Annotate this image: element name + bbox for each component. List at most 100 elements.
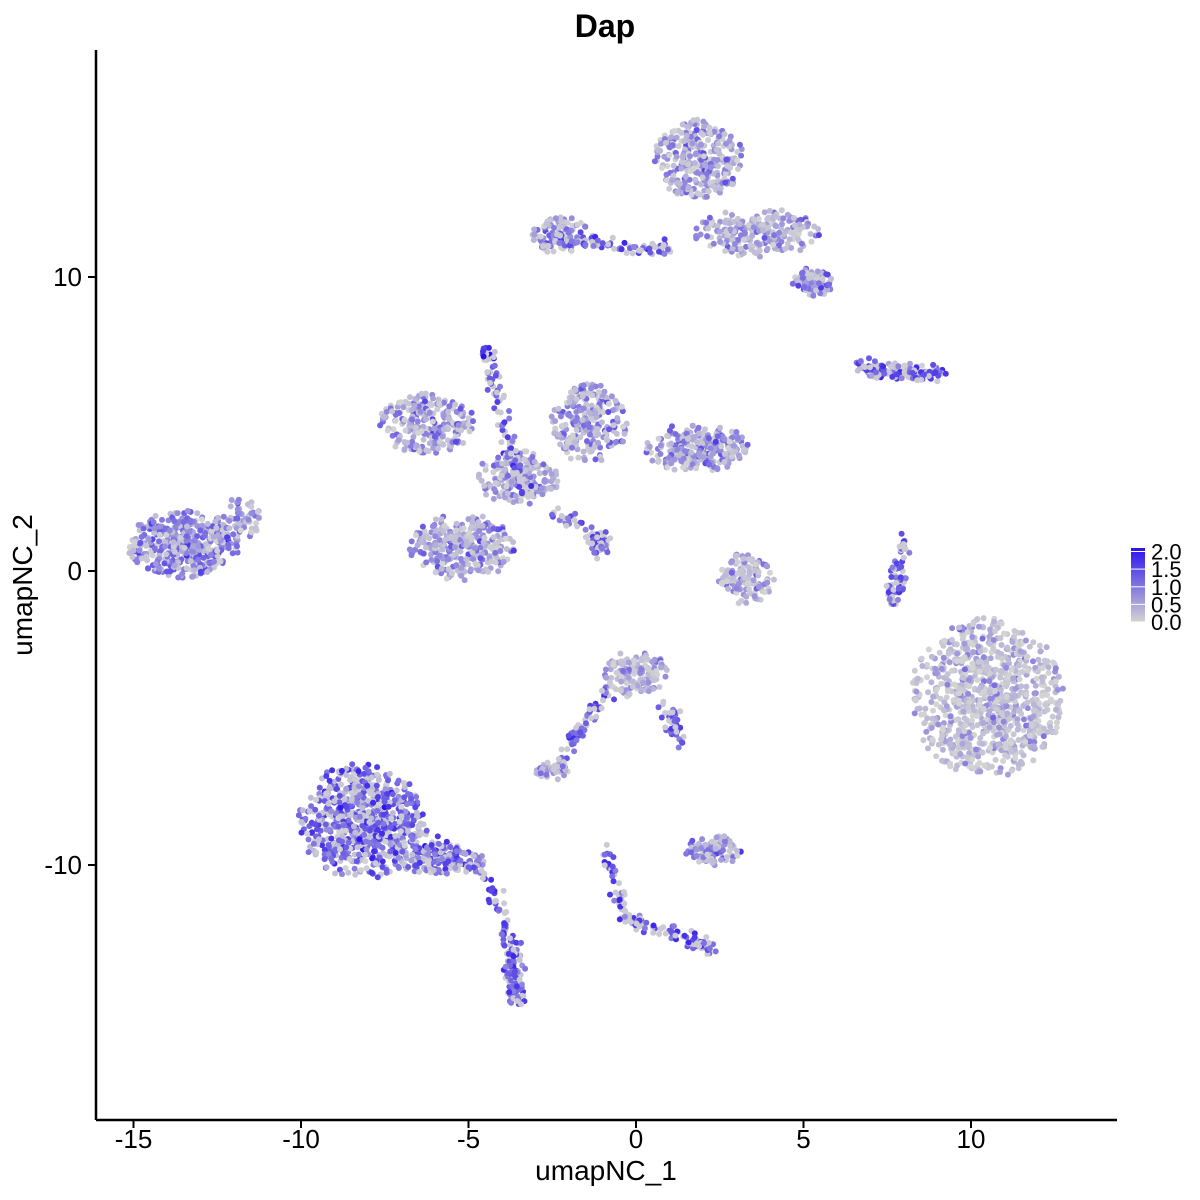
data-point [319, 842, 325, 849]
data-point [518, 981, 525, 988]
data-point [960, 708, 967, 715]
data-point [356, 792, 363, 799]
cluster-c8 [715, 551, 777, 607]
data-point [1001, 630, 1007, 637]
data-point [374, 764, 381, 771]
data-point [976, 668, 983, 675]
data-point [649, 658, 656, 665]
data-point [386, 853, 393, 860]
data-point [621, 430, 628, 437]
data-point [975, 659, 982, 665]
data-point [790, 231, 797, 237]
data-point [516, 957, 523, 964]
cluster-c3 [377, 390, 476, 456]
data-point [188, 548, 195, 555]
data-point [214, 547, 221, 554]
data-point [695, 424, 702, 431]
data-point [719, 566, 726, 573]
data-point [580, 405, 587, 412]
data-point [991, 688, 998, 695]
data-point [1026, 643, 1033, 650]
data-point [654, 153, 661, 160]
data-point [379, 844, 386, 851]
data-point [1010, 633, 1017, 640]
data-point [226, 517, 233, 524]
data-point [415, 403, 422, 410]
data-point [423, 844, 430, 851]
data-point [572, 510, 579, 517]
data-point [953, 658, 960, 665]
data-point [933, 701, 940, 708]
data-point [354, 799, 361, 806]
data-point [728, 559, 735, 566]
data-point [1008, 767, 1015, 774]
data-point [455, 422, 462, 429]
data-point [721, 435, 728, 442]
data-point [772, 222, 779, 229]
data-point [402, 808, 409, 815]
data-point [626, 691, 633, 697]
data-point [600, 409, 607, 416]
data-point [704, 851, 711, 858]
data-point [420, 436, 427, 443]
scatter-points-layer [126, 116, 1066, 1006]
data-point [974, 677, 981, 683]
data-point [958, 657, 965, 664]
data-point [458, 572, 465, 579]
data-point [699, 836, 706, 843]
data-point [773, 213, 779, 220]
data-point [700, 153, 707, 160]
data-point [797, 216, 804, 223]
data-point [149, 552, 156, 559]
data-point [929, 736, 936, 743]
data-point [962, 722, 969, 729]
data-point [521, 456, 528, 463]
data-point [352, 829, 359, 836]
data-point [432, 542, 439, 549]
data-point [918, 655, 925, 662]
data-point [980, 730, 987, 737]
data-point [157, 548, 163, 555]
data-point [928, 699, 935, 705]
data-point [977, 768, 984, 775]
data-point [548, 413, 555, 420]
data-point [443, 575, 450, 582]
data-point [412, 846, 419, 853]
data-point [961, 728, 968, 735]
data-point [969, 649, 976, 655]
data-point [498, 472, 505, 479]
data-point [145, 565, 151, 572]
data-point [736, 141, 743, 148]
data-point [424, 858, 431, 865]
data-point [458, 555, 464, 562]
data-point [487, 379, 494, 386]
data-point [598, 457, 605, 464]
data-point [179, 570, 186, 577]
data-point [969, 724, 976, 730]
data-point [638, 666, 645, 673]
data-point [568, 444, 575, 451]
data-point [929, 715, 936, 722]
data-point [607, 535, 614, 542]
data-point [708, 838, 715, 845]
data-point [947, 760, 954, 767]
data-point [1010, 731, 1017, 738]
data-point [342, 865, 349, 872]
data-point [161, 560, 168, 567]
data-point [737, 245, 744, 252]
data-point [729, 175, 736, 182]
data-point [764, 216, 771, 223]
data-point [508, 445, 515, 452]
data-point [485, 344, 492, 351]
data-point [436, 552, 443, 559]
data-point [384, 427, 391, 434]
data-point [940, 654, 947, 661]
data-point [735, 452, 742, 459]
data-point [368, 774, 375, 781]
data-point [1044, 658, 1051, 665]
data-point [462, 851, 469, 857]
data-point [693, 225, 700, 232]
data-point [998, 709, 1005, 716]
data-point [1019, 760, 1026, 767]
data-point [426, 440, 433, 447]
